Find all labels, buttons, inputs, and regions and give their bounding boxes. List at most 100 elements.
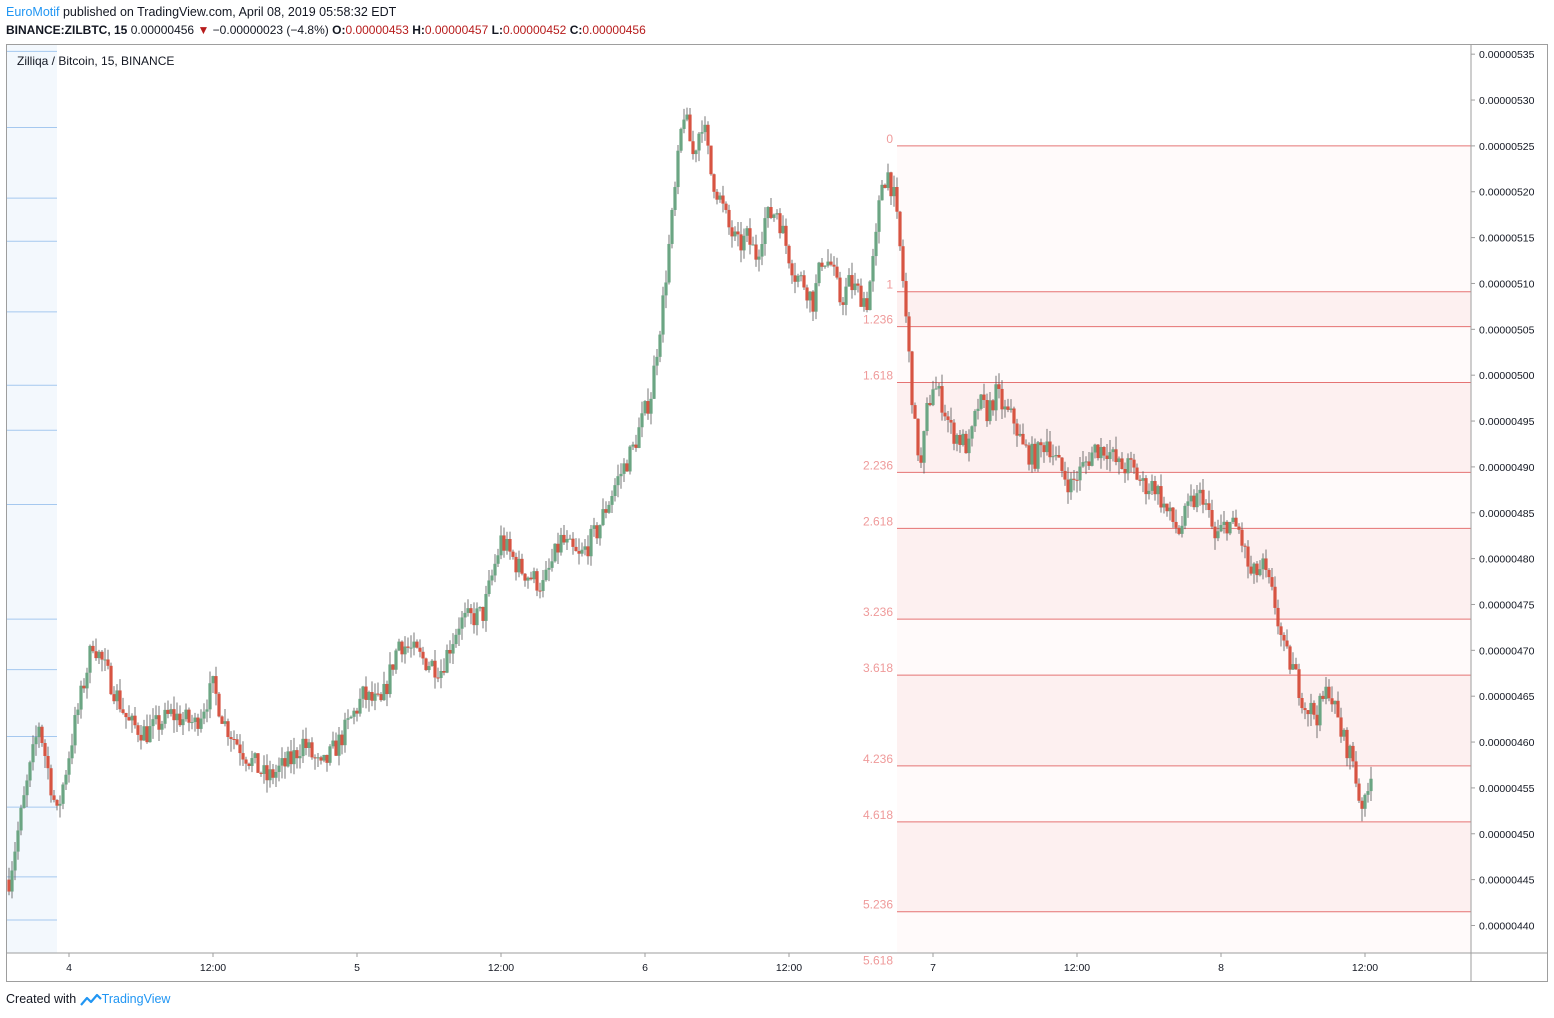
candle-up <box>115 690 119 702</box>
candle-up <box>61 784 65 804</box>
candle-down <box>334 740 338 756</box>
candle-down <box>139 734 143 741</box>
candle-up <box>352 710 356 717</box>
candle-up <box>745 228 749 236</box>
candle-up <box>58 803 62 806</box>
candle-down <box>1027 445 1031 465</box>
ohlc-line: BINANCE:ZILBTC, 15 0.00000456 ▼ −0.00000… <box>6 21 1546 39</box>
candle-down <box>196 717 200 729</box>
fib-zone <box>897 675 1471 766</box>
fib-level-label: 1 <box>886 278 893 292</box>
candle-down <box>850 275 854 291</box>
candle-up <box>694 150 698 155</box>
candle-up <box>610 495 614 505</box>
candle-down <box>1267 569 1271 578</box>
candle-up <box>64 774 68 785</box>
candle-up <box>844 286 848 305</box>
candle-up <box>1099 446 1103 459</box>
down-arrow-icon: ▼ <box>197 23 210 37</box>
candle-up <box>1009 408 1013 410</box>
candle-down <box>688 114 692 142</box>
candle-down <box>529 577 533 580</box>
created-with-label: Created with <box>6 992 77 1006</box>
candle-down <box>1321 695 1325 699</box>
candle-up <box>175 713 179 721</box>
candle-up <box>1258 569 1262 576</box>
candle-up <box>553 543 557 562</box>
candle-down <box>574 546 578 551</box>
candle-up <box>934 388 938 390</box>
fib-zone <box>897 619 1471 676</box>
candle-down <box>1087 461 1091 466</box>
candle-up <box>97 651 101 659</box>
candle-down <box>235 739 239 745</box>
candle-up <box>262 765 266 774</box>
candle-down <box>421 651 425 659</box>
close-label: C: <box>569 23 583 37</box>
candle-down <box>289 751 293 765</box>
candle-up <box>1108 452 1112 460</box>
candle-up <box>592 525 596 529</box>
candle-down <box>1048 441 1052 458</box>
candle-up <box>886 172 890 188</box>
candle-down <box>1177 527 1181 534</box>
candle-down <box>928 403 932 406</box>
candle-down <box>1153 481 1157 495</box>
candle-down <box>709 145 713 175</box>
candle-up <box>937 386 941 389</box>
candle-down <box>166 709 170 714</box>
candle-down <box>511 551 515 557</box>
candle-down <box>1327 686 1331 699</box>
candle-up <box>439 671 443 679</box>
candle-up <box>394 650 398 670</box>
candle-down <box>913 405 917 419</box>
fib-level-label: 2.236 <box>863 458 893 472</box>
fib-level-label: 2.618 <box>863 514 893 528</box>
candle-down <box>523 573 527 581</box>
candle-up <box>1084 461 1088 463</box>
time-tick-label: 7 <box>930 962 936 974</box>
candle-up <box>631 444 635 447</box>
candle-up <box>517 558 521 573</box>
price-chart[interactable]: 0 1 1.236 1.618 2.236 2.618 3.236 3.618 4.236 4.6… <box>7 45 1547 981</box>
candle-up <box>223 721 227 724</box>
candle-up <box>1204 503 1208 505</box>
candle-down <box>1345 729 1349 759</box>
candle-down <box>946 416 950 420</box>
chart-frame[interactable]: 0 1 1.236 1.618 2.236 2.618 3.236 3.618 4.236 4.6… <box>6 44 1548 982</box>
candle-up <box>673 187 677 210</box>
candle-down <box>1315 714 1319 726</box>
candle-down <box>997 384 1001 389</box>
tradingview-brand[interactable]: TradingView <box>101 992 171 1006</box>
candle-down <box>1249 566 1253 574</box>
candle-down <box>127 717 131 721</box>
candle-up <box>961 433 965 445</box>
candle-up <box>151 719 155 727</box>
candle-up <box>1054 455 1058 457</box>
candle-up <box>757 256 761 260</box>
candle-down <box>778 213 782 234</box>
candle-down <box>832 264 836 267</box>
candle-down <box>136 725 140 735</box>
price-tick-label: 0.00000460 <box>1479 737 1535 749</box>
candle-down <box>295 750 299 759</box>
candle-down <box>1339 717 1343 737</box>
candle-down <box>790 263 794 276</box>
candle-down <box>1042 445 1046 453</box>
candle-up <box>925 403 929 432</box>
candle-down <box>538 590 542 592</box>
candle-down <box>1246 546 1250 567</box>
candle-up <box>160 723 164 730</box>
author-link[interactable]: EuroMotif <box>6 5 60 19</box>
candle-down <box>595 525 599 539</box>
time-tick-label: 12:00 <box>776 962 802 974</box>
candle-down <box>172 709 176 721</box>
candle-up <box>451 644 455 654</box>
fib-zone <box>897 145 1471 292</box>
candle-down <box>604 509 608 513</box>
candle-down <box>562 534 566 543</box>
candle-down <box>1288 646 1292 670</box>
candle-up <box>1348 745 1352 759</box>
candle-up <box>13 851 17 871</box>
candle-up <box>148 726 152 743</box>
